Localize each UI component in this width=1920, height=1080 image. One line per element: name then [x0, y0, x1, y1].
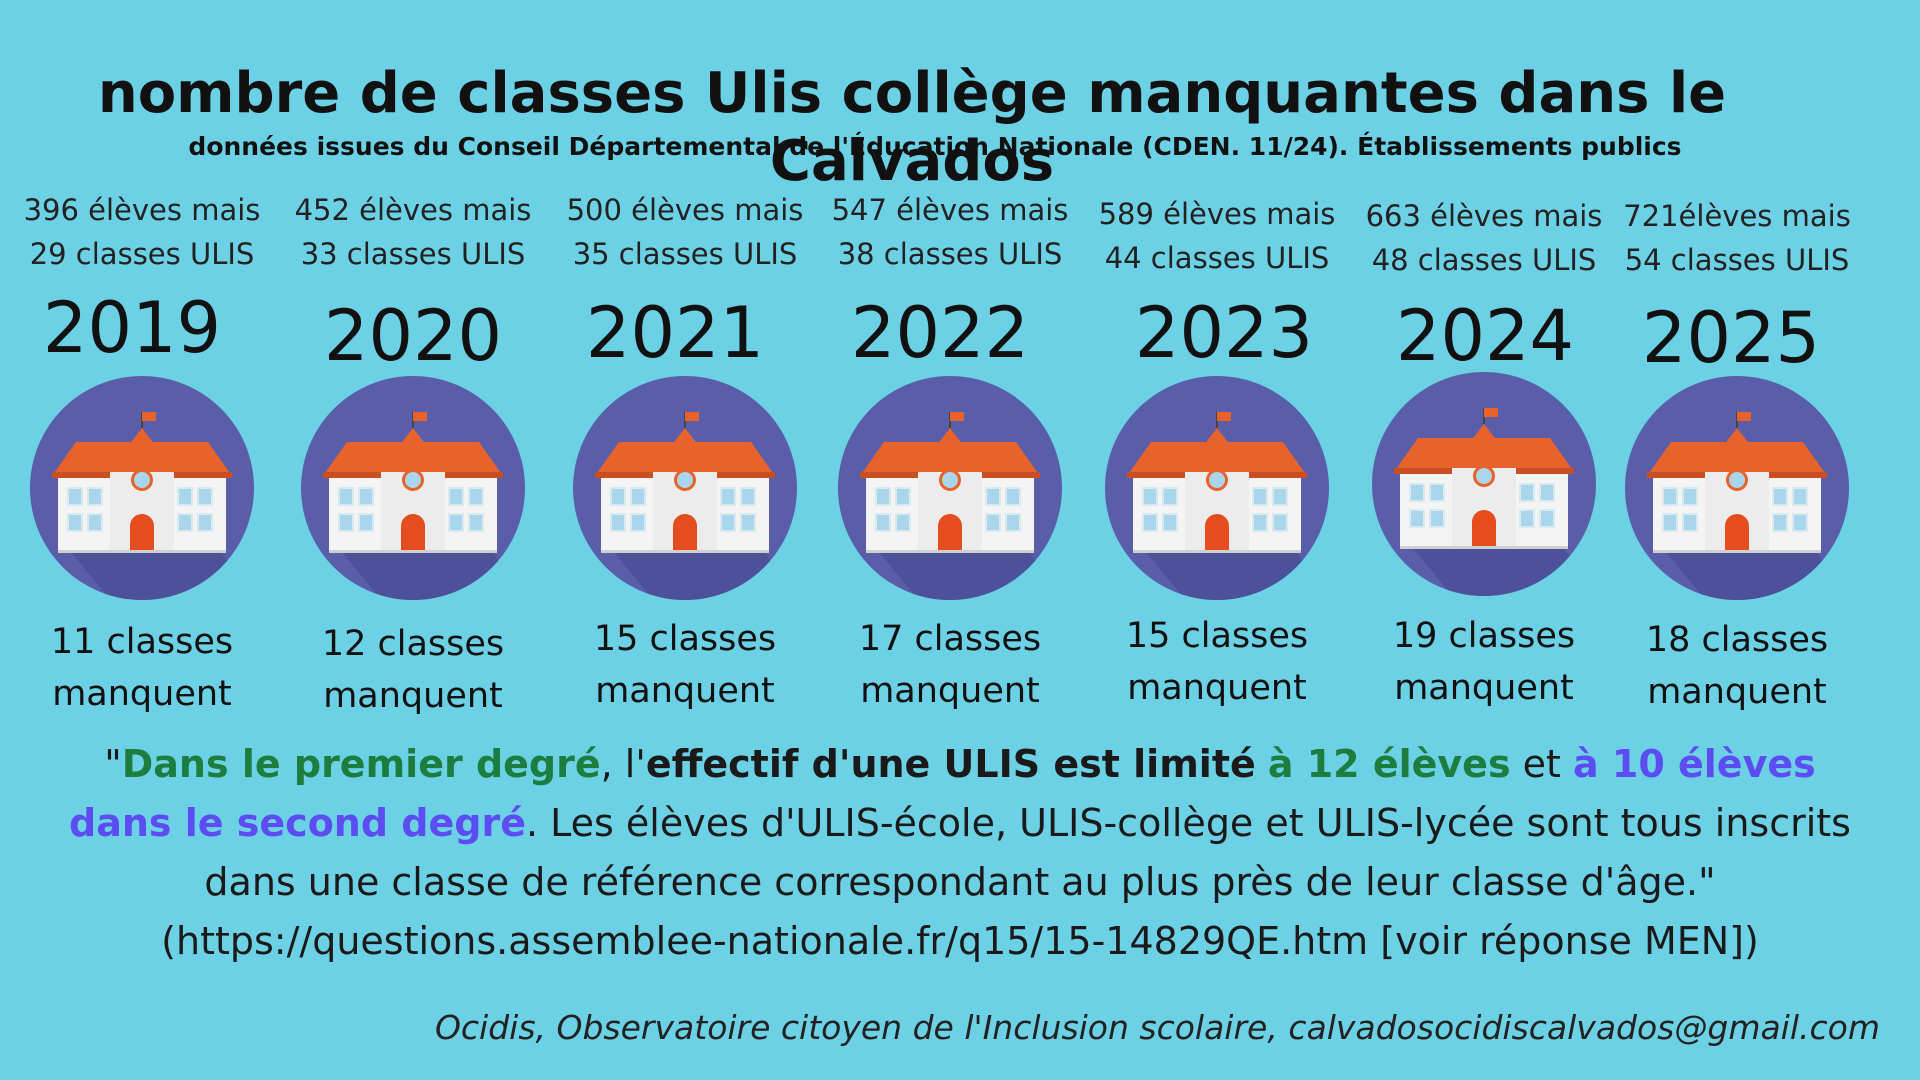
enrolment-stats: 663 élèves mais 48 classes ULIS — [1354, 194, 1614, 282]
school-building-icon — [301, 376, 525, 600]
missing-classes: 17 classes manquent — [820, 613, 1080, 717]
students-count: 452 élèves mais — [294, 193, 532, 227]
ulis-classes-count: 44 classes ULIS — [1104, 241, 1330, 275]
missing-count: 18 classes — [1645, 620, 1829, 660]
missing-count: 15 classes — [593, 619, 777, 659]
enrolment-stats: 452 élèves mais 33 classes ULIS — [283, 188, 543, 276]
missing-verb: manquent — [52, 674, 232, 714]
school-building-icon — [1625, 376, 1849, 600]
enrolment-stats: 500 élèves mais 35 classes ULIS — [555, 188, 815, 276]
ulis-classes-count: 33 classes ULIS — [300, 237, 526, 271]
missing-count: 15 classes — [1125, 616, 1309, 656]
ulis-classes-count: 54 classes ULIS — [1624, 243, 1850, 277]
quote-text-4: . Les élèves d'ULIS-école, ULIS-collège … — [204, 801, 1851, 904]
students-count: 500 élèves mais — [566, 193, 804, 227]
page-title: nombre de classes Ulis collège manquante… — [97, 61, 1727, 194]
year-column-2025: 721élèves mais 54 classes ULIS 2025 18 c… — [1607, 188, 1867, 728]
missing-classes: 18 classes manquent — [1607, 614, 1867, 718]
enrolment-stats: 589 élèves mais 44 classes ULIS — [1087, 192, 1347, 280]
missing-classes: 19 classes manquent — [1354, 610, 1614, 714]
missing-classes: 12 classes manquent — [283, 618, 543, 722]
year-column-2020: 452 élèves mais 33 classes ULIS 2020 12 … — [283, 188, 543, 728]
missing-count: 17 classes — [858, 619, 1042, 659]
school-building-icon — [573, 376, 797, 600]
enrolment-stats: 721élèves mais 54 classes ULIS — [1607, 194, 1867, 282]
page-subtitle: données issues du Conseil Départemental … — [188, 132, 1682, 161]
school-building-icon — [838, 376, 1062, 600]
quote-source: (https://questions.assemblee-nationale.f… — [161, 919, 1759, 963]
missing-count: 19 classes — [1392, 616, 1576, 656]
missing-verb: manquent — [595, 671, 775, 711]
quote-highlight-12: à 12 élèves — [1267, 742, 1511, 786]
students-count: 721élèves mais — [1623, 199, 1851, 233]
year-label: 2021 — [585, 292, 765, 374]
students-count: 589 élèves mais — [1098, 197, 1336, 231]
enrolment-stats: 396 élèves mais 29 classes ULIS — [12, 188, 272, 276]
quote-text-3: et — [1510, 742, 1574, 786]
missing-count: 11 classes — [50, 622, 234, 662]
year-column-2023: 589 élèves mais 44 classes ULIS 2023 15 … — [1087, 188, 1347, 728]
missing-verb: manquent — [860, 671, 1040, 711]
ulis-classes-count: 38 classes ULIS — [837, 237, 1063, 271]
year-label: 2020 — [323, 295, 503, 377]
quote-open-mark: " — [104, 742, 122, 786]
enrolment-stats: 547 élèves mais 38 classes ULIS — [820, 188, 1080, 276]
year-column-2024: 663 élèves mais 48 classes ULIS 2024 19 … — [1354, 188, 1614, 728]
year-label: 2025 — [1641, 297, 1821, 379]
quote-text: "Dans le premier degré, l'effectif d'une… — [60, 735, 1860, 912]
quote-block: "Dans le premier degré, l'effectif d'une… — [60, 735, 1860, 971]
year-label: 2019 — [42, 287, 222, 369]
quote-highlight-primary: Dans le premier degré — [121, 742, 601, 786]
missing-classes: 15 classes manquent — [555, 613, 815, 717]
quote-text-2 — [1256, 742, 1268, 786]
year-column-2019: 396 élèves mais 29 classes ULIS 2019 11 … — [12, 188, 272, 728]
year-label: 2023 — [1134, 292, 1314, 374]
missing-verb: manquent — [323, 676, 503, 716]
year-column-2022: 547 élèves mais 38 classes ULIS 2022 17 … — [820, 188, 1080, 728]
school-building-icon — [1105, 376, 1329, 600]
students-count: 663 élèves mais — [1365, 199, 1603, 233]
ulis-classes-count: 29 classes ULIS — [29, 237, 255, 271]
missing-count: 12 classes — [321, 624, 505, 664]
year-column-2021: 500 élèves mais 35 classes ULIS 2021 15 … — [555, 188, 815, 728]
quote-highlight-10: à 10 élèves dans le second degré — [69, 742, 1816, 845]
school-building-icon — [1372, 372, 1596, 596]
footer-credit: Ocidis, Observatoire citoyen de l'Inclus… — [434, 1008, 1880, 1047]
ulis-classes-count: 48 classes ULIS — [1371, 243, 1597, 277]
students-count: 396 élèves mais — [23, 193, 261, 227]
year-label: 2022 — [850, 292, 1030, 374]
missing-verb: manquent — [1647, 672, 1827, 712]
year-label: 2024 — [1395, 295, 1575, 377]
missing-classes: 15 classes manquent — [1087, 610, 1347, 714]
students-count: 547 élèves mais — [831, 193, 1069, 227]
ulis-classes-count: 35 classes ULIS — [572, 237, 798, 271]
school-building-icon — [30, 376, 254, 600]
missing-classes: 11 classes manquent — [12, 616, 272, 720]
missing-verb: manquent — [1127, 668, 1307, 708]
quote-bold-limit: effectif d'une ULIS est limité — [645, 742, 1256, 786]
quote-text-1: , l' — [600, 742, 646, 786]
missing-verb: manquent — [1394, 668, 1574, 708]
